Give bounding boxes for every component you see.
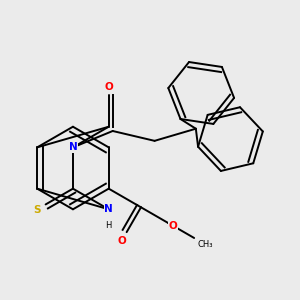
Text: N: N bbox=[104, 204, 113, 214]
Text: CH₃: CH₃ bbox=[197, 240, 213, 249]
Text: O: O bbox=[117, 236, 126, 246]
Text: S: S bbox=[33, 205, 40, 214]
Text: H: H bbox=[106, 221, 112, 230]
Text: N: N bbox=[69, 142, 77, 152]
Text: O: O bbox=[104, 82, 113, 92]
Text: O: O bbox=[169, 221, 178, 231]
